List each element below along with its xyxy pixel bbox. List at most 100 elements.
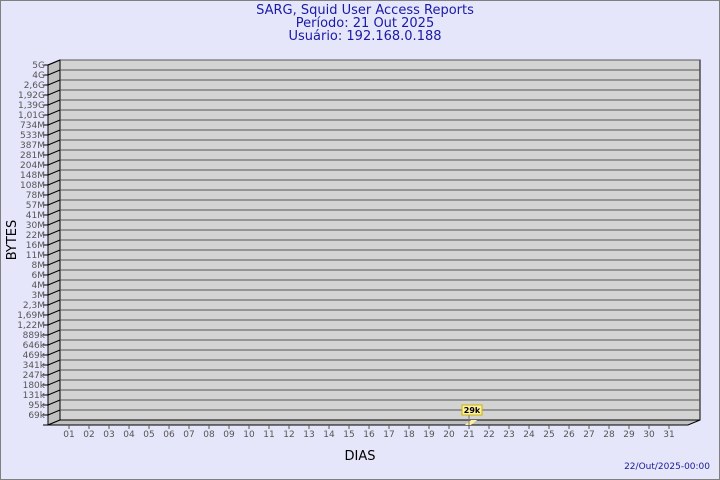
x-tick-label: 19 [423,430,435,440]
y-tick-label: 1,39G [18,101,45,111]
x-tick-label: 29 [623,430,635,440]
grid-diagonal [47,269,61,276]
y-tick-label: 2,3M [23,301,45,311]
grid-diagonal [47,339,61,346]
x-tick-label: 25 [543,430,554,440]
data-label: 29k [464,406,481,415]
x-tick-label: 21 [463,430,474,440]
grid-diagonal [47,229,61,236]
x-tick-label: 17 [383,430,394,440]
grid-diagonal [47,109,61,116]
x-tick-label: 30 [643,430,655,440]
grid-diagonal [47,79,61,86]
y-tick-label: 95k [28,401,45,411]
x-tick-label: 28 [603,430,615,440]
x-tick-label: 16 [363,430,375,440]
y-tick-label: 533M [20,131,45,141]
bar-day-21 [465,420,477,425]
grid-diagonal [47,249,61,256]
x-tick-label: 26 [563,430,575,440]
y-tick-label: 281M [20,151,45,161]
grid-diagonal [47,69,61,76]
grid-diagonal [47,379,61,386]
y-tick-label: 889k [23,331,46,341]
grid-diagonal [47,59,61,66]
x-tick-label: 23 [503,430,514,440]
grid-diagonal [47,359,61,366]
y-tick-label: 11M [26,251,45,261]
grid-diagonal [47,149,61,156]
grid-diagonal [47,199,61,206]
grid-diagonal [47,159,61,166]
grid-diagonal [47,289,61,296]
x-tick-label: 31 [663,430,674,440]
x-tick-label: 24 [523,430,535,440]
grid-diagonal [47,389,61,396]
x-tick-label: 07 [183,430,194,440]
x-tick-label: 10 [243,430,255,440]
y-tick-label: 387M [20,141,45,151]
x-tick-label: 04 [123,430,135,440]
grid-diagonal [47,279,61,286]
grid-diagonal [47,349,61,356]
x-tick-label: 13 [303,430,314,440]
x-tick-label: 15 [343,430,354,440]
y-tick-label: 646k [23,341,46,351]
grid-diagonal [47,399,61,406]
y-axis-label: BYTES [5,220,20,261]
grid-diagonal [47,139,61,146]
chart-period: Período: 21 Out 2025 [295,16,435,31]
data-label-box [461,404,483,416]
y-tick-label: 30M [26,221,45,231]
x-tick-label: 14 [323,430,335,440]
y-tick-label: 469k [23,351,46,361]
y-tick-label: 1,69M [17,311,45,321]
x-tick-label: 12 [283,430,294,440]
chart-user: Usuário: 192.168.0.188 [288,29,442,44]
y-tick-label: 1,92G [18,91,45,101]
y-tick-label: 57M [26,201,45,211]
x-tick-label: 18 [403,430,415,440]
grid-diagonal [47,119,61,126]
grid-diagonal [47,309,61,316]
y-tick-label: 4G [32,71,45,81]
chart-title: SARG, Squid User Access Reports [256,3,474,18]
y-tick-label: 148M [20,171,45,181]
y-tick-label: 734M [20,121,45,131]
plot-floor [47,419,701,426]
x-tick-label: 20 [443,430,455,440]
x-tick-label: 09 [223,430,235,440]
x-tick-label: 03 [103,430,114,440]
y-tick-label: 22M [26,231,45,241]
grid-diagonal [47,319,61,326]
y-tick-label: 247k [23,371,46,381]
y-tick-label: 131k [23,391,46,401]
y-tick-label: 3M [32,291,46,301]
y-tick-label: 5G [32,61,45,71]
grid-diagonal [47,409,61,416]
x-tick-label: 06 [163,430,175,440]
grid-diagonal [47,259,61,266]
y-tick-label: 41M [26,211,45,221]
grid-diagonal [47,329,61,336]
x-tick-label: 02 [83,430,94,440]
y-tick-label: 8M [32,261,46,271]
x-tick-label: 22 [483,430,494,440]
x-tick-label: 01 [63,430,74,440]
y-tick-label: 16M [26,241,45,251]
y-tick-label: 341k [23,361,46,371]
y-tick-label: 1,01G [18,111,45,121]
grid-diagonal [47,239,61,246]
x-tick-label: 08 [203,430,215,440]
x-tick-label: 27 [583,430,594,440]
grid-diagonal [47,89,61,96]
grid-diagonal [47,99,61,106]
grid-diagonal [47,369,61,376]
grid-diagonal [47,299,61,306]
y-tick-label: 69k [28,411,45,421]
grid-diagonal [47,209,61,216]
generated-timestamp: 22/Out/2025-00:00 [624,462,710,472]
grid-diagonal [47,219,61,226]
grid-diagonal [47,129,61,136]
y-tick-label: 108M [20,181,45,191]
